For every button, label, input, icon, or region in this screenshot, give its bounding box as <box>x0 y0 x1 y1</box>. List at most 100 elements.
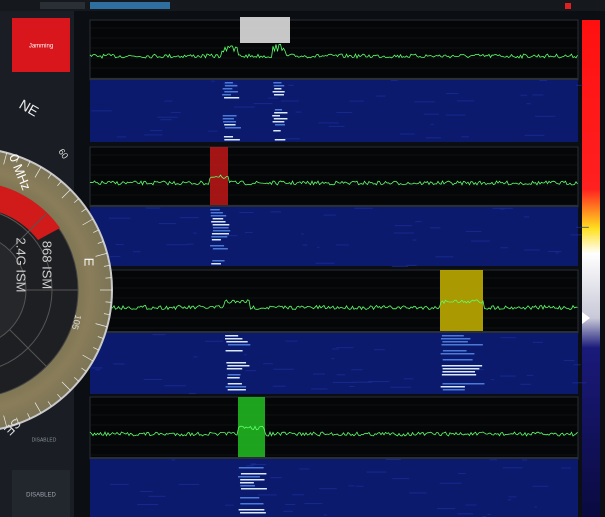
signal-burst <box>212 260 225 262</box>
wheel-ticks <box>3 152 112 428</box>
axis-strip <box>90 331 578 333</box>
wheel-tick <box>73 198 80 203</box>
tab[interactable] <box>90 2 170 9</box>
waterfall-noise <box>508 496 517 498</box>
waterfall-noise <box>412 239 417 241</box>
waterfall-noise <box>532 341 543 343</box>
waterfall-noise <box>390 386 412 388</box>
signal-burst <box>273 82 282 84</box>
waterfall-noise <box>534 506 537 508</box>
signal-burst <box>226 368 243 370</box>
waterfall-noise <box>520 383 531 385</box>
waterfall-noise <box>465 504 477 506</box>
waterfall-noise <box>317 246 320 248</box>
waterfall-noise <box>385 459 401 461</box>
waterfall-noise <box>535 115 556 117</box>
waterfall-noise <box>137 504 159 506</box>
waterfall-noise <box>439 482 462 484</box>
waterfall-noise <box>458 473 466 475</box>
waterfall-noise <box>355 485 364 487</box>
wheel-tick <box>103 264 110 267</box>
signal-burst <box>224 85 238 87</box>
waterfall-noise <box>492 207 513 209</box>
waterfall-noise <box>489 459 497 461</box>
disable-button[interactable] <box>12 470 70 517</box>
signal-burst <box>224 91 238 93</box>
waterfall-noise <box>352 381 373 383</box>
signal-burst <box>442 350 467 352</box>
wheel-label: 60 <box>56 147 70 161</box>
direction-wheel: NE 0 MHz 60 868 ISM 2.4G ISM E 105 SE <box>0 96 113 439</box>
signal-burst <box>442 368 480 370</box>
waterfall-noise <box>502 467 523 469</box>
wheel-tick <box>95 252 108 257</box>
waterfall-noise <box>273 368 294 370</box>
signal-burst <box>226 341 248 343</box>
waterfall-noise <box>349 385 355 387</box>
waterfall-noise <box>270 211 281 213</box>
signal-burst <box>442 371 475 373</box>
waterfall-noise <box>457 513 474 515</box>
waterfall-noise <box>244 231 253 233</box>
trace-area <box>89 146 579 208</box>
waterfall-noise <box>245 370 256 372</box>
waterfall-noise <box>471 240 490 242</box>
spectrum-trace <box>89 299 578 311</box>
waterfall-noise <box>570 234 582 236</box>
wheel-label: 105 <box>70 314 84 331</box>
signal-burst <box>212 230 231 232</box>
waterfall-noise <box>391 265 409 267</box>
waterfall-noise <box>188 392 196 394</box>
waterfall-noise <box>349 100 364 102</box>
signal-burst <box>212 227 229 229</box>
tab[interactable] <box>40 2 85 9</box>
waterfall-noise <box>351 369 363 371</box>
waterfall-noise <box>170 111 181 113</box>
waterfall-noise <box>561 467 571 469</box>
top-bar <box>0 0 605 11</box>
waterfall-noise <box>285 503 296 505</box>
trace-area <box>89 396 579 460</box>
waterfall-noise <box>116 136 127 138</box>
waterfall-noise <box>490 379 495 381</box>
wheel-segment-active <box>0 185 60 240</box>
waterfall-noise <box>507 499 512 501</box>
mode-button[interactable] <box>12 18 70 72</box>
signal-burst <box>441 374 477 376</box>
disabled-label: DISABLED <box>26 493 56 499</box>
waterfall-noise <box>292 494 304 496</box>
waterfall-noise <box>520 94 528 96</box>
waterfall-noise <box>336 347 354 349</box>
signal-burst <box>210 209 220 211</box>
waterfall-noise <box>315 262 335 264</box>
waterfall-noise <box>91 367 103 369</box>
signal-burst <box>225 350 243 352</box>
wheel-tick <box>103 313 110 316</box>
waterfall-noise <box>392 478 410 480</box>
waterfall-noise <box>113 363 125 365</box>
waterfall-noise <box>403 378 414 380</box>
axis-strip <box>90 457 578 459</box>
waterfall-noise <box>532 485 549 487</box>
waterfall-noise <box>572 382 587 384</box>
waterfall-noise <box>193 232 197 234</box>
waterfall-noise <box>152 334 166 336</box>
waterfall-noise <box>457 100 475 102</box>
waterfall-noise <box>532 94 544 96</box>
wheel-tick <box>34 402 42 414</box>
waterfall-noise <box>477 369 484 371</box>
color-scale <box>582 20 600 517</box>
waterfall-noise <box>171 459 175 461</box>
signal-burst <box>224 97 240 99</box>
waterfall-noise <box>312 373 325 375</box>
waterfall-noise <box>436 508 456 510</box>
waterfall-noise <box>563 360 575 362</box>
waterfall-noise <box>272 385 286 387</box>
wheel-label: 868 ISM <box>40 241 55 289</box>
signal-burst <box>212 248 228 250</box>
signal-burst <box>240 512 266 514</box>
scale-marker <box>582 312 590 324</box>
waterfall-noise <box>332 381 355 383</box>
signal-burst <box>222 115 237 117</box>
signal-burst <box>240 485 255 487</box>
